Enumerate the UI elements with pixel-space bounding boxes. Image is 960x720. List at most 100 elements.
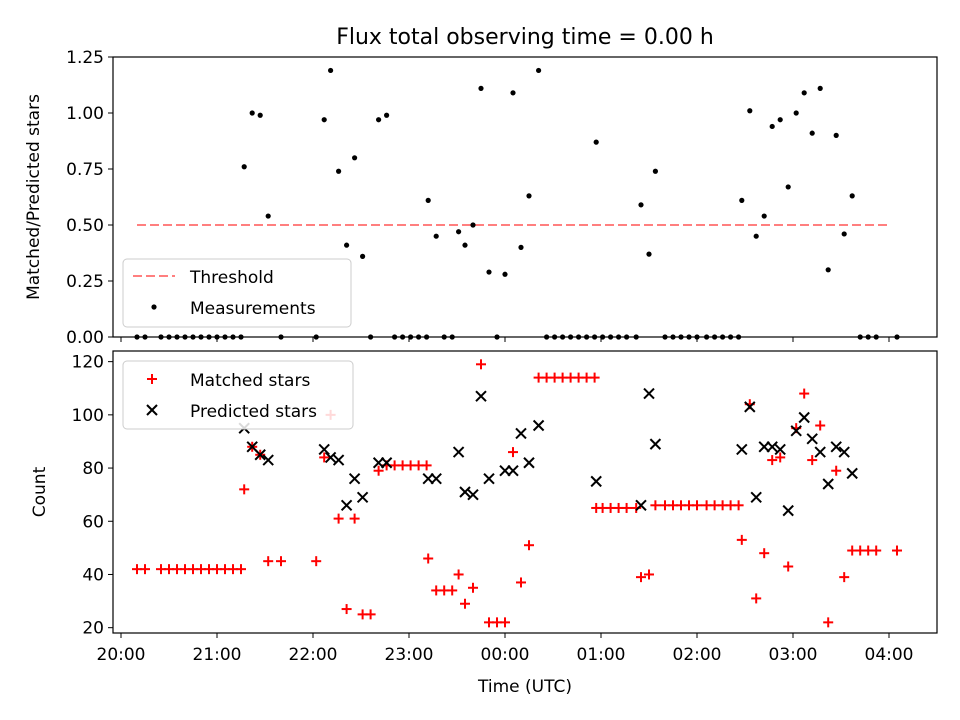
matched-star-point (319, 452, 330, 463)
measurement-point (142, 334, 148, 340)
predicted-star-point-b (782, 504, 794, 517)
predicted-star-point (452, 446, 465, 458)
predicted-star-point (532, 419, 545, 432)
matched-star-point (333, 513, 344, 524)
predicted-star-point-b (254, 449, 266, 461)
matched-star-point (736, 534, 747, 545)
predicted-star-point-b (846, 467, 858, 480)
measurement-point (278, 334, 284, 340)
bottom-x-tick-label: 03:00 (769, 645, 818, 665)
predicted-star-point-b (324, 451, 337, 464)
predicted-star-point-b (246, 441, 258, 453)
matched-star-point (751, 593, 762, 604)
measurement-point (785, 184, 791, 190)
matched-star-point (823, 617, 834, 628)
predicted-star-point-b (822, 478, 834, 490)
measurement-point (206, 334, 212, 340)
predicted-star-point-b (262, 454, 274, 466)
bottom-x-tick-label: 04:00 (865, 645, 914, 665)
measurement-point (336, 168, 342, 174)
predicted-star-point (340, 499, 353, 512)
measurement-point (230, 334, 236, 340)
measurement-point (712, 334, 718, 340)
bottom-panel: 20 40 60 80 100 120 20:00 21:00 22:00 23:00 00:00 0… (72, 350, 938, 665)
matched-star-point (650, 500, 661, 511)
measurement-point (424, 334, 430, 340)
measurement-point (518, 244, 524, 250)
matched-star-point (263, 556, 274, 567)
matched-star-point (644, 569, 654, 580)
predicted-star-point (483, 472, 495, 485)
measurement-point (873, 334, 879, 340)
bottom-y-tick-label: 60 (82, 512, 104, 532)
measurement-point (560, 334, 566, 340)
bottom-y-tick-label: 80 (82, 459, 104, 479)
measurement-point (470, 222, 476, 228)
matched-star-point (767, 455, 778, 466)
measurement-point (182, 334, 188, 340)
predicted-star-point-b (452, 446, 465, 458)
matched-star-point (636, 572, 646, 583)
measurement-point (433, 233, 439, 239)
matched-star-point (373, 465, 384, 476)
predicted-star-point-b (814, 446, 826, 458)
measurement-point (174, 334, 180, 340)
matched-star-point (783, 561, 794, 572)
predicted-star-point (459, 486, 471, 498)
predicted-star-point-b (340, 499, 353, 512)
predicted-star-point (736, 443, 748, 456)
predicted-star-point-b (532, 419, 545, 432)
measurement-point (158, 334, 164, 340)
top-frame (112, 56, 938, 338)
bottom-x-tick-label: 21:00 (193, 645, 242, 665)
top-panel: 0.00 0.25 0.50 0.75 1.00 1.25 Threshold Measure… (66, 48, 938, 348)
predicted-star-point-b (318, 443, 330, 456)
legend-measurements-swatch (151, 304, 157, 310)
measurement-point (592, 334, 598, 340)
predicted-star-point (348, 472, 361, 485)
bottom-x-tick-label: 00:00 (481, 645, 530, 665)
measurement-point (817, 85, 823, 91)
measurement-point (134, 334, 140, 340)
bottom-x-tick-label: 20:00 (97, 645, 146, 665)
measurement-point (249, 110, 255, 116)
measurement-point (616, 334, 622, 340)
legend-measurements-label: Measurements (190, 299, 316, 319)
predicted-star-point-b (430, 472, 442, 485)
top-y-axis-label: Matched/Predicted stars (24, 94, 44, 300)
measurement-point (600, 334, 606, 340)
measurement-point (894, 334, 900, 340)
predicted-star-point (643, 387, 655, 400)
measurement-point (166, 334, 172, 340)
top-legend-box (122, 258, 352, 328)
measurement-point (865, 334, 871, 340)
predicted-star-point (262, 454, 274, 466)
matched-star-point (349, 513, 360, 524)
measurement-point (801, 90, 807, 96)
top-legend: Threshold Measurements (122, 258, 352, 328)
predicted-star-point-b (649, 438, 662, 450)
predicted-star-point (846, 467, 858, 480)
predicted-star-point-b (523, 457, 535, 469)
predicted-star-point-b (475, 390, 487, 402)
measurement-point (694, 334, 700, 340)
measurement-point (536, 67, 542, 74)
measurement-point (510, 90, 516, 96)
predicted-star-point (744, 401, 756, 413)
measurement-point (384, 112, 390, 118)
measurement-point (652, 168, 659, 174)
predicted-star-point-b (774, 443, 786, 456)
measurement-point (462, 242, 468, 248)
measurement-point (777, 117, 783, 123)
predicted-star-point-b (766, 441, 778, 453)
top-y-tick-label: 0.50 (66, 216, 104, 236)
predicted-star-point (318, 443, 330, 456)
measurement-point (670, 334, 676, 340)
bottom-legend-box (122, 360, 354, 430)
measurement-point (257, 112, 263, 118)
matched-star-point (621, 502, 632, 513)
legend-predicted-swatch-b (146, 404, 158, 416)
predicted-star-point-b (348, 472, 361, 485)
measurement-point (593, 139, 599, 145)
measurement-point (739, 197, 745, 203)
